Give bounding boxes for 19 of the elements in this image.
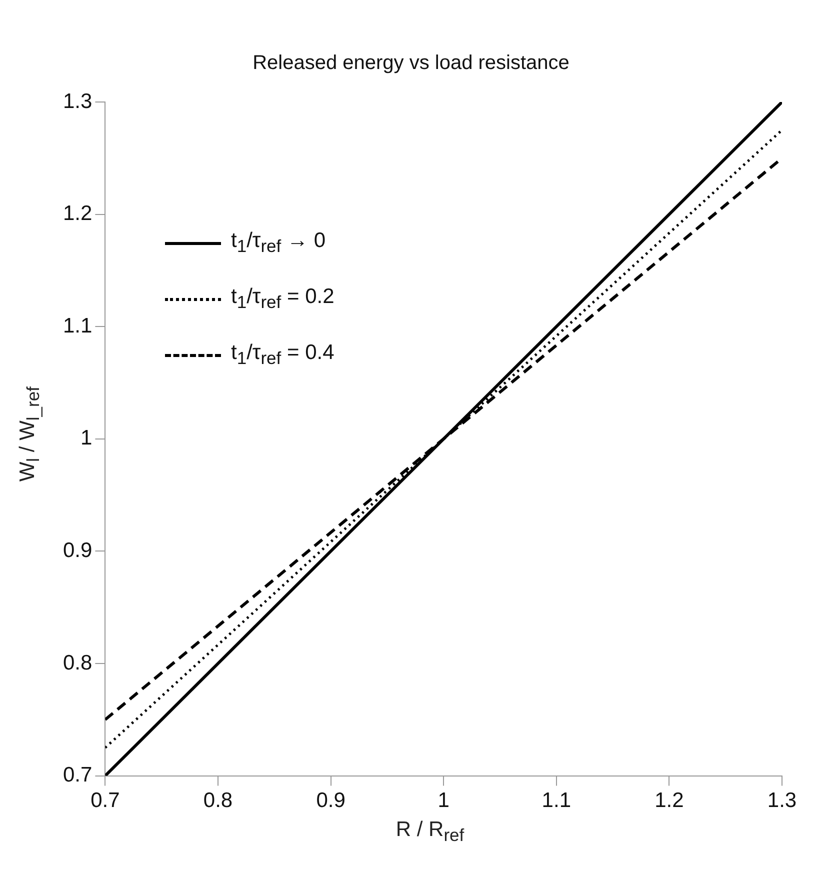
y-tick-label: 1.3 — [62, 90, 92, 113]
y-tick-label: 0.7 — [62, 764, 92, 787]
x-tick-label: 0.7 — [90, 789, 120, 812]
x-tick-label: 0.9 — [316, 789, 346, 812]
legend-label: t$_{1}$/τ$_{ref}$ → 0 — [231, 228, 326, 258]
x-tick-label: 1.1 — [542, 789, 571, 812]
y-tick-label: 1 — [80, 426, 92, 450]
x-tick-label: 0.8 — [203, 789, 233, 812]
x-tick-label: 1 — [438, 789, 450, 812]
y-tick-label: 0.9 — [62, 538, 92, 562]
x-tick-label: 1.2 — [654, 789, 684, 812]
x-tick-label: 1.3 — [767, 789, 797, 812]
legend-label: t$_{1}$/τ$_{ref}$ = 0.2 — [231, 284, 334, 314]
chart-title: Released energy vs load resistance — [252, 52, 570, 75]
y-tick-label: 1.1 — [62, 314, 92, 338]
x-axis-title: R / R$_{ref}$ — [394, 818, 466, 846]
y-tick-label: 0.8 — [62, 651, 92, 674]
legend-label: t$_{1}$/τ$_{ref}$ = 0.4 — [231, 340, 334, 370]
y-tick-label: 1.2 — [62, 202, 92, 226]
